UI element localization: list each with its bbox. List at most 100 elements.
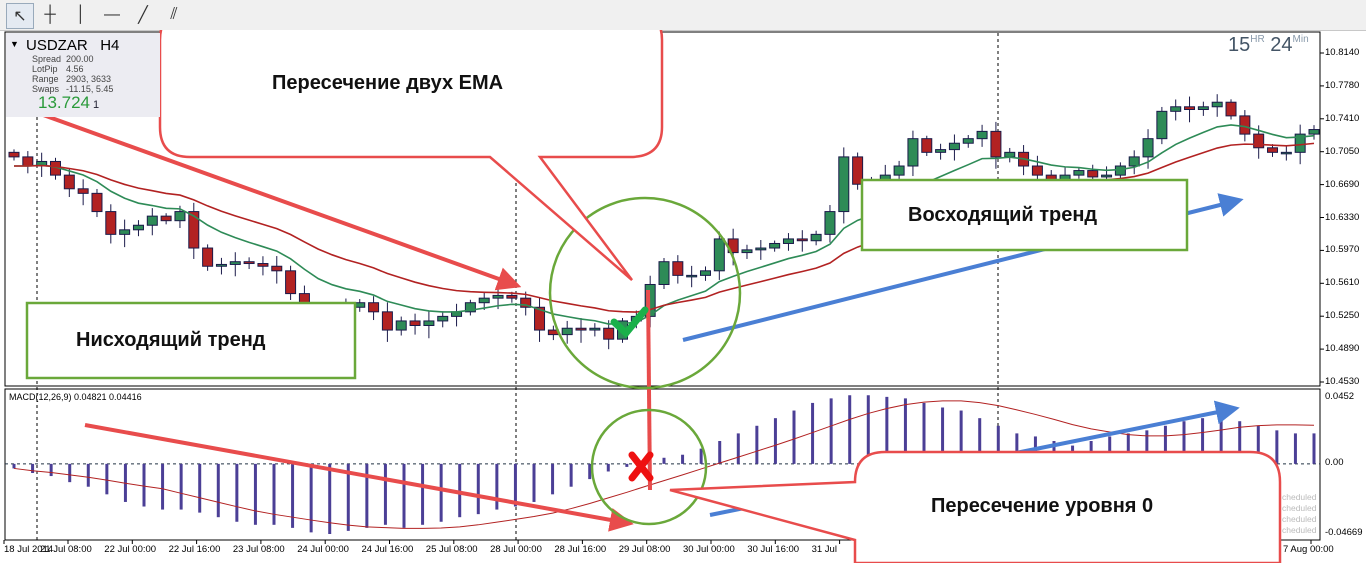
vertical-line-icon[interactable]: │ (76, 6, 86, 23)
candle (257, 263, 269, 267)
time-axis-label: 7 Aug 00:00 (1283, 544, 1334, 555)
candle (852, 156, 864, 185)
price-axis-label: 10.5970 (1325, 244, 1360, 256)
candle (243, 261, 255, 265)
symbol-title: USDZAR H4 (26, 37, 120, 54)
candle (1197, 106, 1209, 111)
check-icon (610, 306, 649, 339)
swaps-row: Swaps -11.15, 5.45 (32, 84, 114, 94)
uptrend-label: Восходящий тренд (908, 204, 1098, 226)
candle (575, 327, 587, 331)
candle (119, 229, 131, 235)
candle (506, 294, 518, 299)
cursor-arrow-icon[interactable]: ↖ (6, 3, 34, 29)
candle (22, 156, 34, 167)
candle (478, 297, 490, 304)
candle (686, 274, 698, 278)
trendline-icon[interactable]: ╱ (138, 7, 148, 24)
candle (1087, 170, 1099, 178)
time-axis-label: 22 Jul 16:00 (168, 544, 221, 555)
spread-row: Spread 200.00 (32, 54, 94, 64)
candle (976, 130, 988, 140)
candle (1142, 138, 1154, 158)
candle (437, 315, 449, 322)
drawing-toolbar: ↖ ┼ │ — ╱ ⫽ (0, 0, 1366, 31)
fibonacci-channel-icon[interactable]: ⫽ (170, 6, 178, 23)
candle (1031, 165, 1043, 176)
macd-axis-label: 0.0452 (1325, 391, 1355, 402)
price-axis-label: 10.7780 (1325, 79, 1360, 91)
candle (8, 151, 20, 158)
time-axis-label: 30 Jul 16:00 (747, 544, 800, 555)
candle (381, 311, 393, 331)
candle (672, 261, 684, 276)
candle (935, 149, 947, 153)
candle (229, 261, 241, 265)
candle (464, 302, 476, 313)
candle (699, 270, 711, 276)
macd-axis-label: -0.04669 (1325, 527, 1363, 538)
ema-cross-circle (548, 196, 742, 390)
time-axis-label: 21 Jul 08:00 (40, 544, 92, 555)
scheduled-note: cheduled (1282, 503, 1317, 513)
crosshair-icon[interactable]: ┼ (44, 6, 56, 23)
candle (1101, 174, 1113, 178)
candle (188, 211, 200, 249)
zero-cross-circle (590, 408, 708, 526)
candle (1225, 101, 1237, 117)
candle (77, 188, 89, 194)
price-chart[interactable] (0, 30, 1366, 563)
symbol-info-panel: ▼ USDZAR H4 Spread 200.00 LotPip 4.56 Rang… (6, 33, 160, 117)
candle (146, 215, 158, 226)
candle (1170, 106, 1182, 112)
macd-label: MACD(12,26,9) 0.04821 0.04416 (9, 392, 142, 402)
candle (1004, 151, 1016, 158)
price-axis-label: 10.4890 (1325, 343, 1360, 355)
candle (368, 302, 380, 313)
candle (160, 215, 172, 222)
scheduled-note: cheduled (1282, 525, 1317, 535)
candle (1114, 165, 1126, 176)
macd-signal-line (13, 400, 1315, 529)
candle (824, 211, 836, 235)
candle (1184, 106, 1196, 111)
candle (423, 320, 435, 326)
ema-cross-label: Пересечение двух EMA (272, 72, 504, 94)
candle (492, 294, 504, 299)
zero-cross-callout (669, 450, 1282, 563)
price-axis-label: 10.8140 (1325, 47, 1360, 58)
candle (603, 327, 615, 340)
macd-axis-label: 0.00 (1325, 457, 1344, 468)
candle (271, 265, 283, 272)
time-axis-label: 28 Jul 16:00 (554, 544, 607, 555)
candle (409, 320, 421, 326)
time-axis-label: 29 Jul 08:00 (618, 544, 671, 555)
candle (174, 211, 186, 222)
candle (948, 142, 960, 151)
candle (1267, 147, 1279, 153)
price-axis-label: 10.7410 (1325, 112, 1360, 124)
candle (215, 263, 227, 267)
scheduled-note: cheduled (1282, 514, 1317, 524)
candle (1211, 101, 1223, 108)
candle (132, 224, 144, 231)
uptrend-box (860, 178, 1189, 252)
ema-cross-callout (158, 30, 664, 281)
bar-timer: 15HR 24Min (1228, 34, 1309, 56)
horizontal-line-icon[interactable]: — (104, 6, 120, 23)
time-axis-label: 24 Jul 16:00 (361, 544, 414, 555)
scheduled-note: cheduled (1282, 492, 1317, 502)
candle (105, 211, 117, 235)
price-axis-label: 10.6330 (1325, 211, 1360, 223)
lotpip-row: LotPip 4.56 (32, 64, 84, 74)
candle (713, 238, 725, 272)
candle (561, 327, 573, 336)
candle (1294, 133, 1306, 153)
time-axis-label: 25 Jul 08:00 (425, 544, 478, 555)
candle (1073, 170, 1085, 176)
candle (63, 174, 75, 190)
candle (534, 306, 546, 331)
candle (1156, 110, 1168, 140)
candle (921, 138, 933, 153)
collapse-triangle-icon[interactable]: ▼ (10, 39, 19, 49)
